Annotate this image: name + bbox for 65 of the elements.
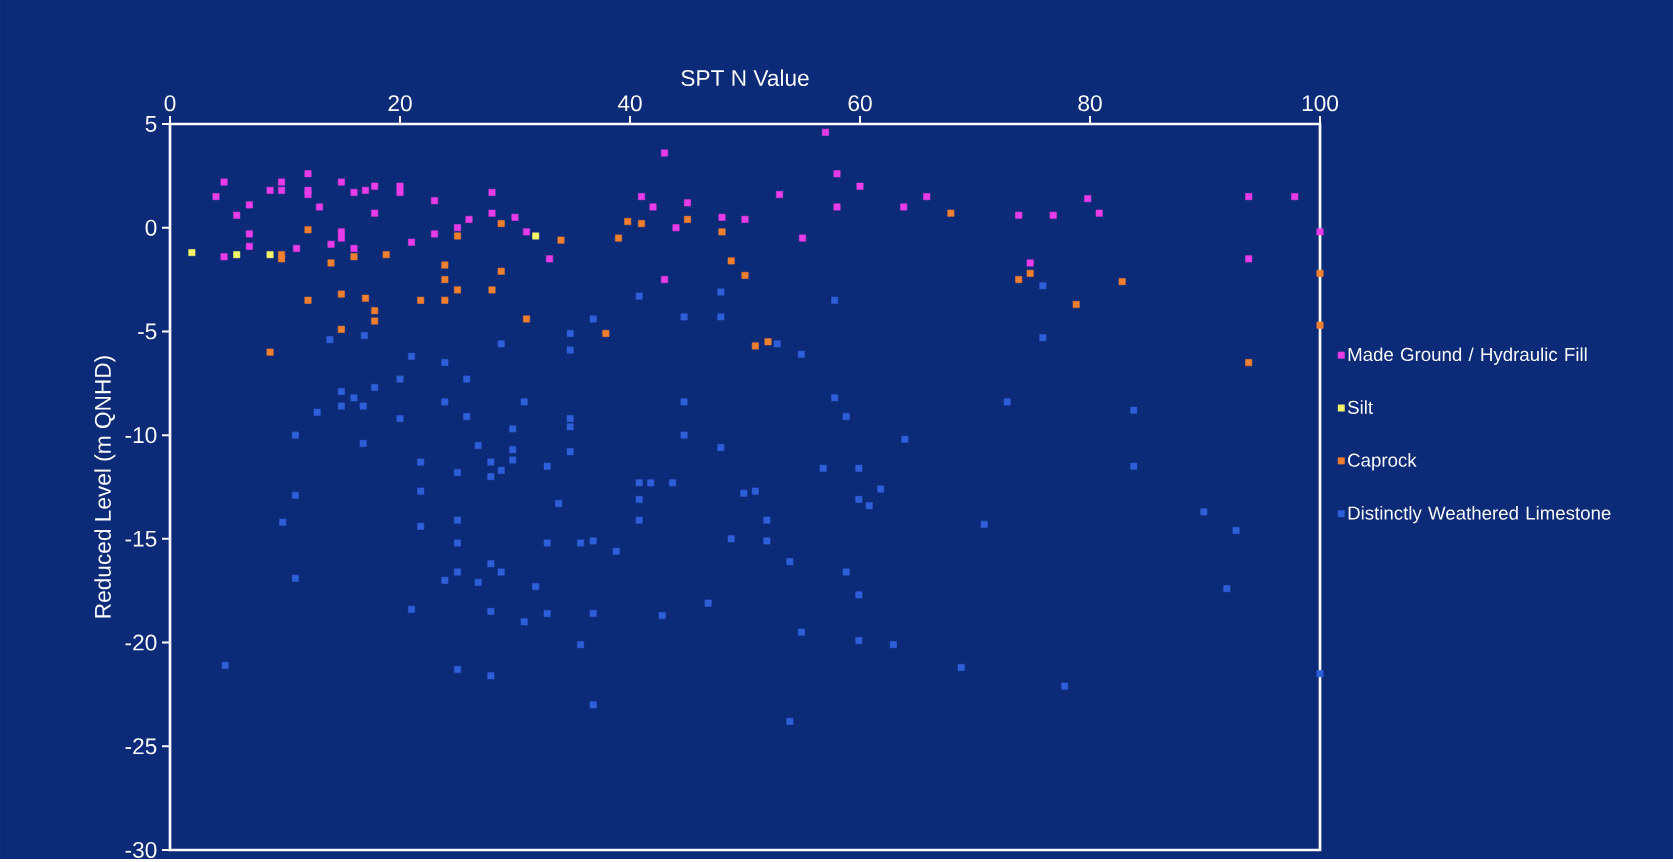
point <box>532 232 540 240</box>
point <box>557 236 565 244</box>
point <box>1015 275 1023 283</box>
point <box>497 219 505 227</box>
y-tick-label: -15 <box>125 530 157 547</box>
point <box>417 296 425 304</box>
point <box>337 325 345 333</box>
point <box>382 250 390 258</box>
point <box>327 259 335 267</box>
point <box>624 217 632 225</box>
x-tick-label: 40 <box>617 95 642 112</box>
y-axis-title: Reduced Level (m QNHD) <box>94 355 116 618</box>
point <box>1316 269 1324 277</box>
point <box>371 306 379 314</box>
point <box>1072 300 1080 308</box>
point <box>454 232 461 240</box>
y-tick-label: -25 <box>125 738 157 755</box>
point <box>304 226 312 234</box>
point <box>947 209 955 217</box>
y-tick-label: -20 <box>125 634 157 651</box>
point <box>1118 277 1126 285</box>
legend-label: Caprock <box>1348 452 1417 471</box>
point <box>1316 321 1324 329</box>
point <box>684 215 691 223</box>
y-tick-label: -10 <box>125 426 157 443</box>
point <box>266 250 274 258</box>
legend-label: Distinctly Weathered Limestone <box>1348 505 1611 524</box>
point <box>304 296 312 304</box>
point <box>266 348 274 356</box>
legend-label: Silt <box>1348 400 1373 414</box>
x-tick-label: 100 <box>1302 95 1339 112</box>
point <box>488 286 496 294</box>
point <box>441 275 449 283</box>
point <box>615 234 622 242</box>
point <box>350 253 358 260</box>
point <box>1026 269 1034 277</box>
point <box>371 317 379 325</box>
point <box>337 290 345 298</box>
point <box>362 294 369 302</box>
x-tick-label: 80 <box>1078 95 1102 112</box>
point <box>233 250 241 258</box>
x-axis-title: SPT N Value <box>681 69 809 86</box>
point <box>1245 358 1253 366</box>
point <box>497 267 505 275</box>
point <box>764 338 772 346</box>
point <box>741 271 749 279</box>
point <box>727 257 735 265</box>
y-tick-label: -30 <box>125 841 157 858</box>
point <box>602 329 610 337</box>
point <box>751 342 759 350</box>
x-tick-label: 0 <box>164 95 176 112</box>
x-tick-label: 20 <box>388 95 412 112</box>
point <box>638 219 645 227</box>
point <box>718 228 726 236</box>
y-tick-label: 0 <box>145 219 157 236</box>
point <box>278 255 286 263</box>
point <box>523 315 530 323</box>
point <box>188 248 196 256</box>
y-tick-label: -5 <box>138 323 157 340</box>
point <box>454 286 461 294</box>
point <box>441 296 449 304</box>
y-tick-label: 5 <box>145 115 157 132</box>
x-tick-label: 60 <box>848 95 872 112</box>
point <box>441 261 449 269</box>
legend-label: Made Ground / Hydraulic Fill <box>1348 347 1587 365</box>
